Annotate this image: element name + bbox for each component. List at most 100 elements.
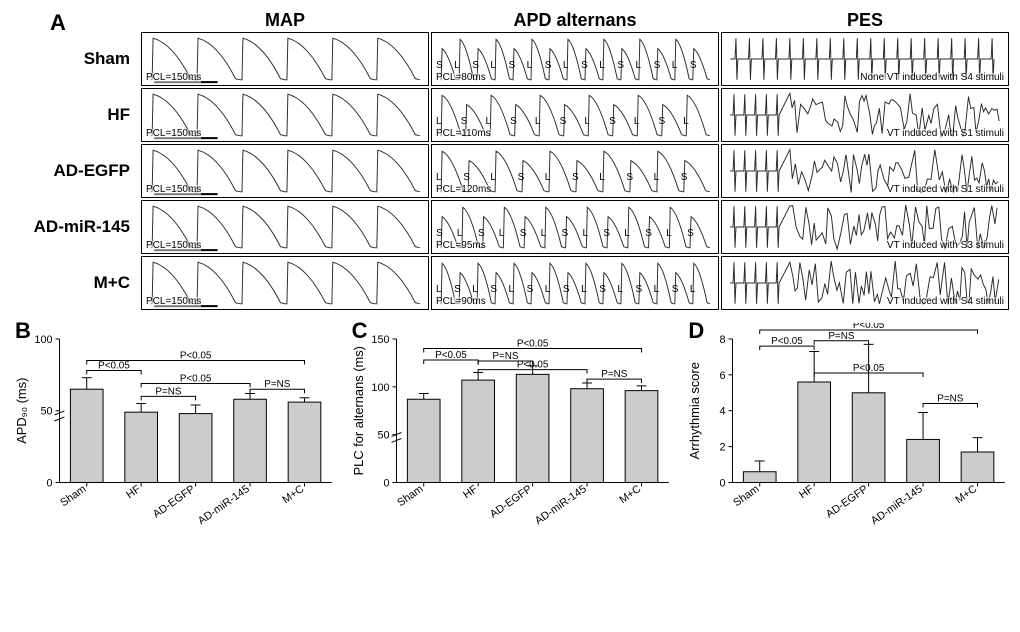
svg-text:Sham: Sham bbox=[395, 483, 425, 509]
svg-text:8: 8 bbox=[720, 334, 726, 346]
als-marker: S bbox=[659, 116, 666, 127]
row-label: AD-EGFP bbox=[10, 143, 140, 199]
svg-text:Arrhythmia score: Arrhythmia score bbox=[687, 362, 702, 459]
als-marker: L bbox=[490, 60, 496, 71]
alternans-cell: SLSLSLSLSLSLSLS PCL=80ms bbox=[431, 32, 719, 86]
svg-text:0: 0 bbox=[383, 477, 389, 489]
als-marker: L bbox=[683, 116, 689, 127]
als-marker: S bbox=[672, 284, 679, 295]
als-marker: S bbox=[527, 284, 534, 295]
als-marker: S bbox=[603, 228, 610, 239]
svg-text:P<0.05: P<0.05 bbox=[180, 351, 212, 362]
als-marker: L bbox=[672, 60, 678, 71]
svg-text:2: 2 bbox=[720, 442, 726, 454]
als-marker: S bbox=[562, 228, 569, 239]
svg-text:100: 100 bbox=[371, 382, 389, 394]
map-cell: PCL=150ms bbox=[141, 256, 429, 310]
alternans-cell: LSLSLSLSLS PCL=120ms bbox=[431, 144, 719, 198]
panels-bcd: B 050100APD₉₀ (ms)ShamHFAD-EGFPAD-miR-14… bbox=[10, 323, 1010, 543]
svg-text:M+C: M+C bbox=[617, 483, 643, 506]
svg-text:50: 50 bbox=[377, 430, 389, 442]
svg-text:P=NS: P=NS bbox=[938, 394, 964, 405]
svg-text:P<0.05: P<0.05 bbox=[516, 360, 548, 371]
svg-text:P=NS: P=NS bbox=[264, 379, 290, 390]
als-marker: L bbox=[581, 284, 587, 295]
row-label: M+C bbox=[10, 255, 140, 311]
col-header-alternans: APD alternans bbox=[430, 10, 720, 31]
panel-c-label: C bbox=[352, 318, 368, 344]
trace-row: AD-EGFP PCL=150ms LSLSLSLSLS PCL=120ms V… bbox=[10, 143, 1010, 199]
map-pcl-caption: PCL=150ms bbox=[146, 73, 201, 83]
als-marker: L bbox=[582, 228, 588, 239]
pes-cell: VT induced with S4 stimuli bbox=[721, 256, 1009, 310]
pes-caption: VT induced with S1 stimuli bbox=[887, 185, 1004, 195]
als-marker: L bbox=[509, 284, 515, 295]
als-marker: L bbox=[541, 228, 547, 239]
als-marker: S bbox=[560, 116, 567, 127]
als-marker: L bbox=[584, 116, 590, 127]
als-marker: S bbox=[690, 60, 697, 71]
alternans-cell: SLSLSLSLSLSLS PCL=95ms bbox=[431, 200, 719, 254]
als-marker: L bbox=[436, 116, 442, 127]
als-marker: S bbox=[681, 172, 688, 183]
als-marker: L bbox=[599, 60, 605, 71]
map-cell: PCL=150ms bbox=[141, 200, 429, 254]
panel-b-chart: 050100APD₉₀ (ms)ShamHFAD-EGFPAD-miR-145M… bbox=[10, 323, 337, 543]
trace-row: HF PCL=150ms LSLSLSLSLSL PCL=110ms VT in… bbox=[10, 87, 1010, 143]
svg-text:P<0.05: P<0.05 bbox=[853, 323, 885, 331]
row-label: HF bbox=[10, 87, 140, 143]
pes-caption: None VT induced with S4 stimuli bbox=[860, 73, 1004, 83]
als-marker: L bbox=[617, 284, 623, 295]
als-marker: L bbox=[454, 60, 460, 71]
svg-text:HF: HF bbox=[124, 483, 143, 501]
als-marker: S bbox=[581, 60, 588, 71]
svg-text:150: 150 bbox=[371, 334, 389, 346]
als-marker: S bbox=[635, 284, 642, 295]
als-marker: S bbox=[617, 60, 624, 71]
pes-caption: VT induced with S1 stimuli bbox=[887, 129, 1004, 139]
als-marker: L bbox=[690, 284, 696, 295]
trace-row: M+C PCL=150ms LSLSLSLSLSLSLSL PCL=90ms V… bbox=[10, 255, 1010, 311]
als-marker: S bbox=[563, 284, 570, 295]
alt-pcl-caption: PCL=90ms bbox=[436, 297, 486, 307]
als-marker: S bbox=[510, 116, 517, 127]
als-marker: S bbox=[463, 172, 470, 183]
col-header-pes: PES bbox=[720, 10, 1010, 31]
alternans-cell: LSLSLSLSLSLSLSL PCL=90ms bbox=[431, 256, 719, 310]
svg-text:PLC for alternans (ms): PLC for alternans (ms) bbox=[351, 346, 366, 475]
svg-text:P=NS: P=NS bbox=[601, 369, 627, 380]
svg-text:100: 100 bbox=[34, 334, 52, 346]
als-marker: L bbox=[599, 172, 605, 183]
svg-text:AD-EGFP: AD-EGFP bbox=[151, 483, 197, 521]
pes-cell: VT induced with S1 stimuli bbox=[721, 144, 1009, 198]
panel-b-label: B bbox=[15, 318, 31, 344]
svg-text:4: 4 bbox=[720, 406, 726, 418]
als-marker: S bbox=[472, 60, 479, 71]
als-marker: S bbox=[461, 116, 468, 127]
svg-text:0: 0 bbox=[47, 477, 53, 489]
map-pcl-caption: PCL=150ms bbox=[146, 185, 201, 195]
svg-text:P<0.05: P<0.05 bbox=[435, 350, 467, 361]
svg-text:P<0.05: P<0.05 bbox=[771, 336, 803, 347]
als-marker: L bbox=[527, 60, 533, 71]
pes-cell: VT induced with S3 stimuli bbox=[721, 200, 1009, 254]
figure: A MAP APD alternans PES Sham PCL=150ms S… bbox=[10, 10, 1010, 543]
alt-pcl-caption: PCL=120ms bbox=[436, 185, 491, 195]
als-marker: S bbox=[654, 60, 661, 71]
svg-text:AD-miR-145: AD-miR-145 bbox=[869, 483, 925, 527]
map-pcl-caption: PCL=150ms bbox=[146, 297, 201, 307]
svg-text:HF: HF bbox=[461, 483, 480, 501]
als-marker: S bbox=[687, 228, 694, 239]
als-marker: S bbox=[599, 284, 606, 295]
svg-text:HF: HF bbox=[797, 483, 816, 501]
map-pcl-caption: PCL=150ms bbox=[146, 241, 201, 251]
als-marker: L bbox=[563, 60, 569, 71]
als-marker: S bbox=[454, 284, 461, 295]
panel-c: C 050100150PLC for alternans (ms)ShamHFA… bbox=[347, 323, 674, 543]
svg-text:P<0.05: P<0.05 bbox=[516, 339, 548, 350]
als-marker: L bbox=[457, 228, 463, 239]
als-marker: S bbox=[478, 228, 485, 239]
svg-text:P=NS: P=NS bbox=[492, 351, 518, 362]
svg-text:P<0.05: P<0.05 bbox=[98, 361, 130, 372]
map-cell: PCL=150ms bbox=[141, 32, 429, 86]
